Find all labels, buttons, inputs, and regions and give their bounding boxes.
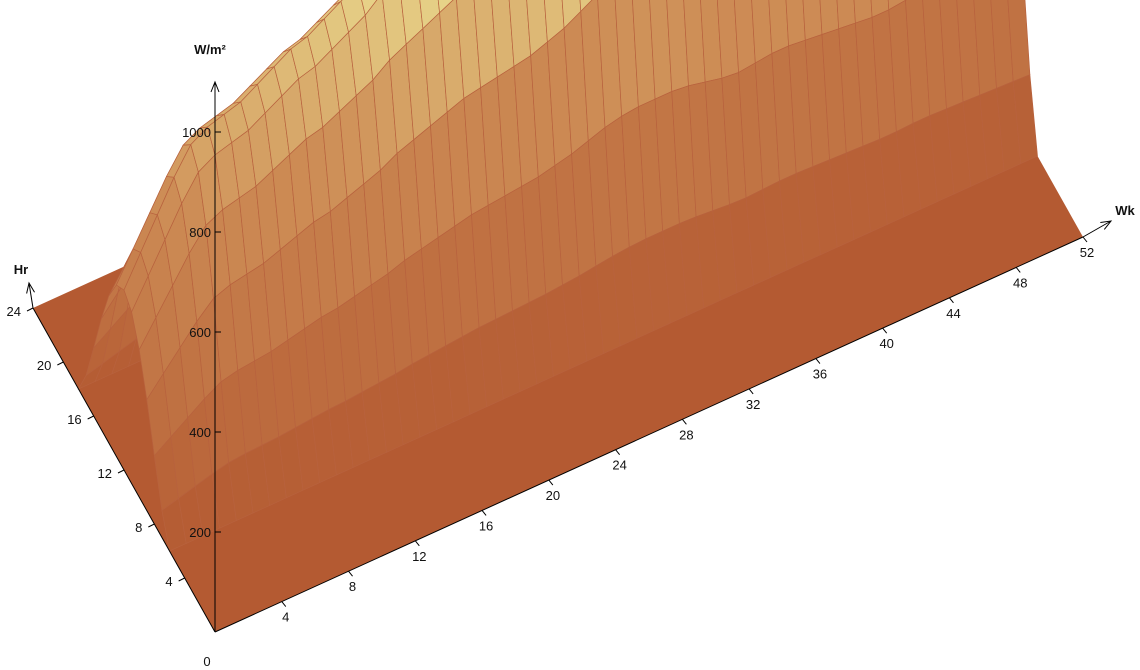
y-axis-extension [28,282,34,309]
x-tick-label: 28 [679,427,693,442]
x-tick-label: 48 [1013,275,1027,290]
x-axis-title: Wk [1115,203,1135,218]
x-axis-extension [1082,220,1112,238]
x-tick-mark [882,327,888,334]
y-tick-label: 8 [135,520,142,535]
y-tick-mark [87,415,94,420]
x-tick-label: 16 [479,518,493,533]
x-tick-mark [548,479,554,486]
x-tick-mark [414,540,420,547]
surface-cell [333,0,343,6]
x-tick-mark [748,388,754,395]
x-tick-mark [281,601,287,607]
origin-label: 0 [203,654,210,669]
z-tick-label: 200 [189,525,211,540]
x-tick-label: 24 [612,458,626,473]
y-tick-label: 12 [98,466,112,481]
x-tick-mark [481,510,487,516]
x-tick-label: 4 [282,610,289,625]
y-axis-title: Hr [14,262,28,277]
x-tick-label: 36 [813,367,827,382]
y-tick-mark [148,523,155,528]
x-tick-mark [681,418,687,425]
x-tick-mark [615,449,621,456]
surface-cell [1012,74,1038,165]
y-tick-mark [57,361,64,366]
y-tick-label: 16 [67,412,81,427]
x-tick-label: 40 [879,336,893,351]
x-tick-label: 32 [746,397,760,412]
z-tick-label: 600 [189,325,211,340]
x-axis-line [214,236,1084,633]
x-tick-mark [815,358,821,364]
x-tick-label: 20 [546,488,560,503]
z-axis-title: W/m² [194,42,226,57]
axes-layer: 4812162024283236404448524812162024200400… [7,42,1136,669]
x-tick-mark [1082,236,1088,243]
z-tick-label: 800 [189,225,211,240]
x-tick-label: 44 [946,306,960,321]
z-tick-label: 400 [189,425,211,440]
x-tick-label: 12 [412,549,426,564]
y-tick-label: 20 [37,358,51,373]
x-tick-mark [1015,267,1021,273]
y-tick-mark [26,307,34,312]
x-tick-mark [348,570,353,577]
x-tick-mark [949,297,954,304]
y-tick-label: 24 [7,304,21,319]
surface-layer [33,0,1083,632]
y-tick-mark [178,577,185,582]
z-tick-label: 1000 [182,125,211,140]
z-axis-arrow [210,80,220,93]
x-tick-label: 52 [1080,245,1094,260]
y-tick-mark [117,469,125,474]
x-tick-label: 8 [349,579,356,594]
y-tick-label: 4 [165,574,172,589]
